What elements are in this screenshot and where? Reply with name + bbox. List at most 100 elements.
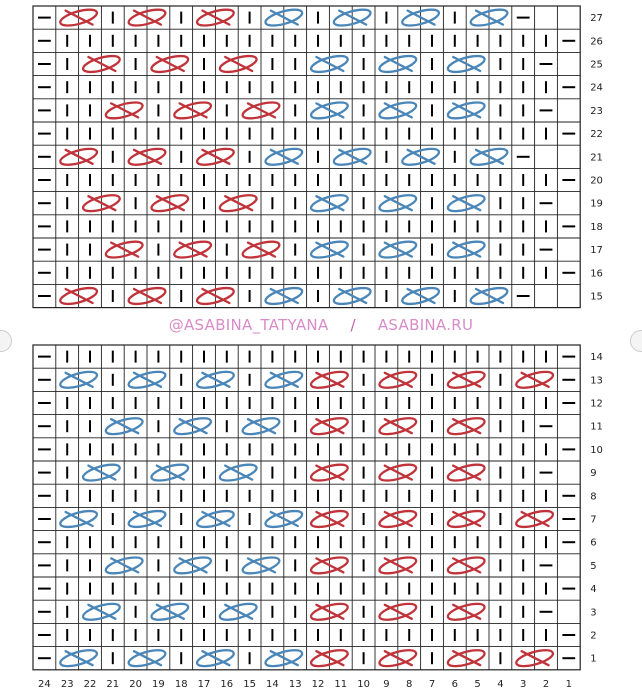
column-number: 21 — [106, 679, 119, 690]
blue-cross-cable-icon — [241, 417, 281, 436]
red-cross-cable-icon — [378, 509, 418, 529]
red-cross-cable-icon — [446, 463, 486, 482]
red-cross-cable-icon — [218, 194, 258, 213]
red-cross-cable-icon — [378, 463, 418, 482]
column-number: 5 — [474, 679, 480, 690]
row-number: 19 — [590, 199, 603, 210]
column-number: 13 — [289, 679, 302, 690]
red-cross-cable-icon — [378, 649, 418, 668]
column-number: 15 — [243, 679, 256, 690]
row-number: 12 — [590, 399, 603, 410]
red-cross-cable-icon — [218, 54, 258, 74]
blue-cross-cable-icon — [446, 194, 486, 213]
blue-cross-cable-icon — [309, 194, 349, 213]
blue-cross-cable-icon — [104, 417, 144, 436]
red-cross-cable-icon — [241, 240, 281, 259]
blue-cross-cable-icon — [446, 240, 486, 259]
row-number: 13 — [590, 375, 603, 386]
column-number: 19 — [152, 679, 165, 690]
red-cross-cable-icon — [150, 54, 190, 74]
column-number: 23 — [61, 679, 74, 690]
red-cross-cable-icon — [515, 649, 555, 668]
red-cross-cable-icon — [309, 463, 349, 482]
row-number: 14 — [590, 352, 603, 363]
column-number: 18 — [175, 679, 188, 690]
red-cross-cable-icon — [59, 286, 99, 306]
red-cross-cable-icon — [378, 602, 418, 621]
blue-cross-cable-icon — [195, 509, 235, 529]
blue-cross-cable-icon — [446, 54, 486, 74]
blue-cross-cable-icon — [469, 286, 509, 306]
blue-cross-cable-icon — [104, 556, 144, 575]
blue-cross-cable-icon — [218, 602, 258, 621]
row-number: 16 — [590, 268, 603, 279]
red-cross-cable-icon — [59, 8, 99, 27]
row-number: 7 — [590, 515, 596, 526]
column-number: 8 — [406, 679, 412, 690]
blue-cross-cable-icon — [81, 602, 121, 621]
red-cross-cable-icon — [446, 370, 486, 389]
blue-cross-cable-icon — [218, 463, 258, 482]
row-number: 6 — [590, 538, 596, 549]
blue-cross-cable-icon — [469, 147, 509, 166]
blue-cross-cable-icon — [332, 147, 372, 166]
red-cross-cable-icon — [446, 649, 486, 668]
column-number: 9 — [383, 679, 389, 690]
column-number: 11 — [334, 679, 347, 690]
top-chart: 27 26 25 24 23 22 21 20 19 18 17 16 15 — [32, 5, 603, 309]
red-cross-cable-icon — [195, 286, 235, 306]
blue-cross-cable-icon — [264, 286, 304, 306]
row-number: 5 — [590, 561, 596, 572]
red-cross-cable-icon — [378, 417, 418, 436]
row-number: 18 — [590, 222, 603, 233]
row-number: 9 — [590, 468, 596, 479]
row-number: 20 — [590, 176, 603, 187]
red-cross-cable-icon — [309, 649, 349, 668]
row-number: 21 — [590, 152, 603, 163]
red-cross-cable-icon — [378, 370, 418, 389]
red-cross-cable-icon — [446, 602, 486, 621]
red-cross-cable-icon — [446, 509, 486, 529]
red-cross-cable-icon — [309, 556, 349, 575]
red-cross-cable-icon — [173, 240, 213, 259]
row-number: 2 — [590, 631, 596, 642]
red-cross-cable-icon — [309, 417, 349, 436]
red-cross-cable-icon — [81, 54, 121, 74]
blue-cross-cable-icon — [241, 556, 281, 575]
row-number: 15 — [590, 292, 603, 303]
column-number: 2 — [543, 679, 549, 690]
row-number: 3 — [590, 607, 596, 618]
blue-cross-cable-icon — [378, 194, 418, 213]
red-cross-cable-icon — [309, 602, 349, 621]
watermark-handle: @ASABINA_TATYANA — [168, 316, 329, 334]
blue-cross-cable-icon — [150, 602, 190, 621]
watermark-separator: / — [350, 316, 356, 334]
row-number: 10 — [590, 445, 603, 456]
red-cross-cable-icon — [515, 370, 555, 389]
row-number: 11 — [590, 422, 603, 433]
red-cross-cable-icon — [104, 101, 144, 120]
blue-cross-cable-icon — [195, 649, 235, 668]
blue-cross-cable-icon — [59, 370, 99, 389]
red-cross-cable-icon — [59, 147, 99, 166]
blue-cross-cable-icon — [195, 370, 235, 389]
blue-cross-cable-icon — [127, 509, 167, 529]
blue-cross-cable-icon — [150, 463, 190, 482]
row-number: 1 — [590, 654, 596, 665]
watermark-site: ASABINA.RU — [377, 316, 474, 334]
blue-cross-cable-icon — [264, 147, 304, 166]
red-cross-cable-icon — [195, 147, 235, 166]
blue-cross-cable-icon — [401, 8, 441, 27]
red-cross-cable-icon — [127, 147, 167, 166]
row-number: 22 — [590, 129, 603, 140]
blue-cross-cable-icon — [264, 509, 304, 529]
blue-cross-cable-icon — [59, 649, 99, 668]
red-cross-cable-icon — [173, 101, 213, 120]
blue-cross-cable-icon — [446, 101, 486, 120]
blue-cross-cable-icon — [378, 101, 418, 120]
column-number: 16 — [220, 679, 233, 690]
blue-cross-cable-icon — [309, 240, 349, 259]
blue-cross-cable-icon — [127, 370, 167, 389]
blue-cross-cable-icon — [309, 54, 349, 74]
